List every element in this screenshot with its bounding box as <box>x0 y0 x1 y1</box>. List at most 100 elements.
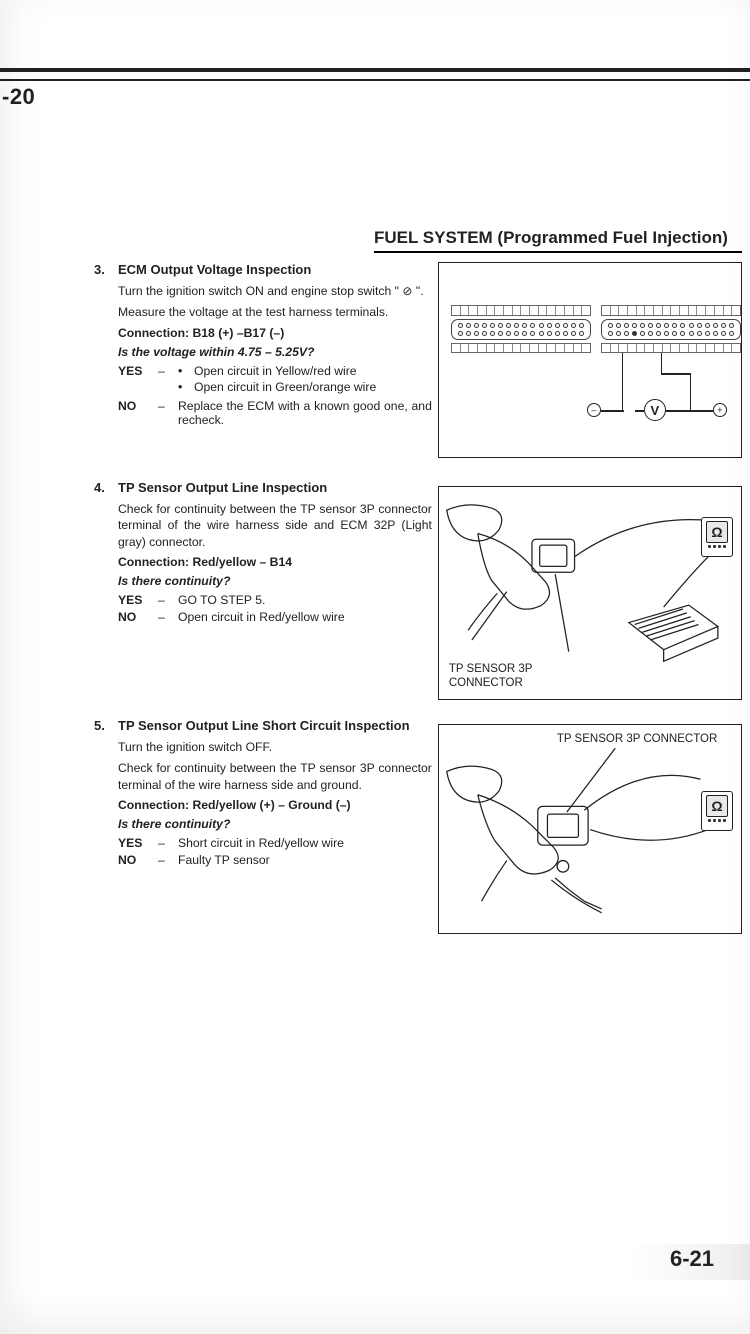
tp-sensor-continuity-diagram: Ω TP SENSOR 3P CONNECTOR <box>438 486 742 700</box>
step-4-text: TP Sensor Output Line Inspection Check f… <box>118 480 432 700</box>
yes-text: GO TO STEP 5. <box>178 593 432 607</box>
pin-hole <box>680 323 685 328</box>
pin-hole <box>563 323 568 328</box>
pin-hole <box>506 331 511 336</box>
pin-hole <box>490 331 495 336</box>
pin-hole <box>555 331 560 336</box>
diagram-label: TP SENSOR 3P CONNECTOR <box>449 663 533 691</box>
pin-hole <box>697 323 702 328</box>
pin-hole <box>547 331 552 336</box>
step-4-diagram-col: Ω TP SENSOR 3P CONNECTOR <box>438 480 742 700</box>
pin-hole <box>689 331 694 336</box>
pin-hole <box>624 331 629 336</box>
minus-terminal-icon: – <box>587 403 601 417</box>
dash: – <box>158 364 168 378</box>
step-3-yes: YES – Open circuit in Yellow/red wire Op… <box>118 364 432 396</box>
pin-hole <box>571 323 576 328</box>
step-3: 3. ECM Output Voltage Inspection Turn th… <box>94 262 742 458</box>
label-line: CONNECTOR <box>449 677 533 691</box>
step-3-para: Measure the voltage at the test harness … <box>118 304 432 320</box>
pin-hole <box>498 323 503 328</box>
dash: – <box>158 836 168 850</box>
pin-hole <box>705 323 710 328</box>
wire <box>690 373 692 397</box>
pin-hole <box>474 331 479 336</box>
pin-bottom-row <box>601 343 741 353</box>
step-4: 4. TP Sensor Output Line Inspection Chec… <box>94 480 742 700</box>
meter-display: Ω <box>706 521 728 543</box>
step-5-text: TP Sensor Output Line Short Circuit Insp… <box>118 718 432 934</box>
pin-hole <box>729 323 734 328</box>
step-3-connection: Connection: B18 (+) –B17 (–) <box>118 326 432 340</box>
step-number: 3. <box>94 262 112 458</box>
pin-hole <box>632 331 637 336</box>
step-4-yes: YES – GO TO STEP 5. <box>118 593 432 607</box>
pin-bottom-row <box>451 343 591 353</box>
pin-hole <box>705 331 710 336</box>
pin-label-row <box>451 305 591 316</box>
header-rule-thick <box>0 68 750 72</box>
step-5-para: Turn the ignition switch OFF. <box>118 739 432 755</box>
pin-hole <box>713 323 718 328</box>
pin-hole <box>713 331 718 336</box>
yes-text: Short circuit in Red/yellow wire <box>178 836 432 850</box>
wire <box>661 353 663 373</box>
pin-hole <box>563 331 568 336</box>
pin-hole <box>689 323 694 328</box>
pin-hole <box>608 323 613 328</box>
ohmmeter-icon: Ω <box>701 517 733 557</box>
pin-hole <box>624 323 629 328</box>
ecm-connector-diagram: – V + <box>438 262 742 458</box>
bullet-icon <box>178 380 188 394</box>
wire <box>690 410 713 412</box>
step-4-question: Is there continuity? <box>118 574 432 588</box>
pin-hole <box>555 323 560 328</box>
yes-label: YES <box>118 593 148 607</box>
step-4-connection: Connection: Red/yellow – B14 <box>118 555 432 569</box>
pin-hole <box>539 331 544 336</box>
content-area: 3. ECM Output Voltage Inspection Turn th… <box>94 262 742 952</box>
no-label: NO <box>118 399 148 413</box>
dash: – <box>158 610 168 624</box>
step-4-no: NO – Open circuit in Red/yellow wire <box>118 610 432 624</box>
wire <box>666 410 690 412</box>
pin-hole <box>498 331 503 336</box>
pin-hole <box>664 331 669 336</box>
connector-right <box>601 305 741 353</box>
step-5-para: Check for continuity between the TP sens… <box>118 760 432 793</box>
step-5-question: Is there continuity? <box>118 817 432 831</box>
pin-hole <box>697 331 702 336</box>
diagram-label: TP SENSOR 3P CONNECTOR <box>557 733 717 747</box>
step-5-no: NO – Faulty TP sensor <box>118 853 432 867</box>
yes-label: YES <box>118 836 148 850</box>
pin-hole <box>729 331 734 336</box>
ohmmeter-icon: Ω <box>701 791 733 831</box>
step-3-diagram-col: – V + <box>438 262 742 458</box>
header-rule-thin <box>0 79 750 81</box>
pin-hole <box>539 323 544 328</box>
connector-left <box>451 305 591 353</box>
pin-holes <box>601 319 741 340</box>
pin-hole <box>482 323 487 328</box>
pin-hole <box>648 331 653 336</box>
plus-terminal-icon: + <box>713 403 727 417</box>
pin-hole <box>656 323 661 328</box>
prev-page-number-crop: -20 <box>0 84 35 110</box>
yes-label: YES <box>118 364 148 378</box>
pin-hole <box>530 323 535 328</box>
pin-hole <box>571 331 576 336</box>
step-5-title: TP Sensor Output Line Short Circuit Insp… <box>118 718 432 733</box>
step-4-para: Check for continuity between the TP sens… <box>118 501 432 550</box>
pin-hole <box>579 323 584 328</box>
step-5-diagram-col: Ω TP SENSOR 3P CONNECTOR <box>438 718 742 934</box>
step-3-para: Turn the ignition switch ON and engine s… <box>118 283 432 299</box>
page-number: 6-21 <box>670 1246 714 1272</box>
step-4-title: TP Sensor Output Line Inspection <box>118 480 432 495</box>
pin-hole <box>490 323 495 328</box>
pin-hole <box>656 331 661 336</box>
step-5: 5. TP Sensor Output Line Short Circuit I… <box>94 718 742 934</box>
manual-page: -20 FUEL SYSTEM (Programmed Fuel Injecti… <box>0 0 750 1334</box>
pin-hole <box>514 323 519 328</box>
meter-buttons <box>702 545 732 548</box>
step-3-question: Is the voltage within 4.75 – 5.25V? <box>118 345 432 359</box>
